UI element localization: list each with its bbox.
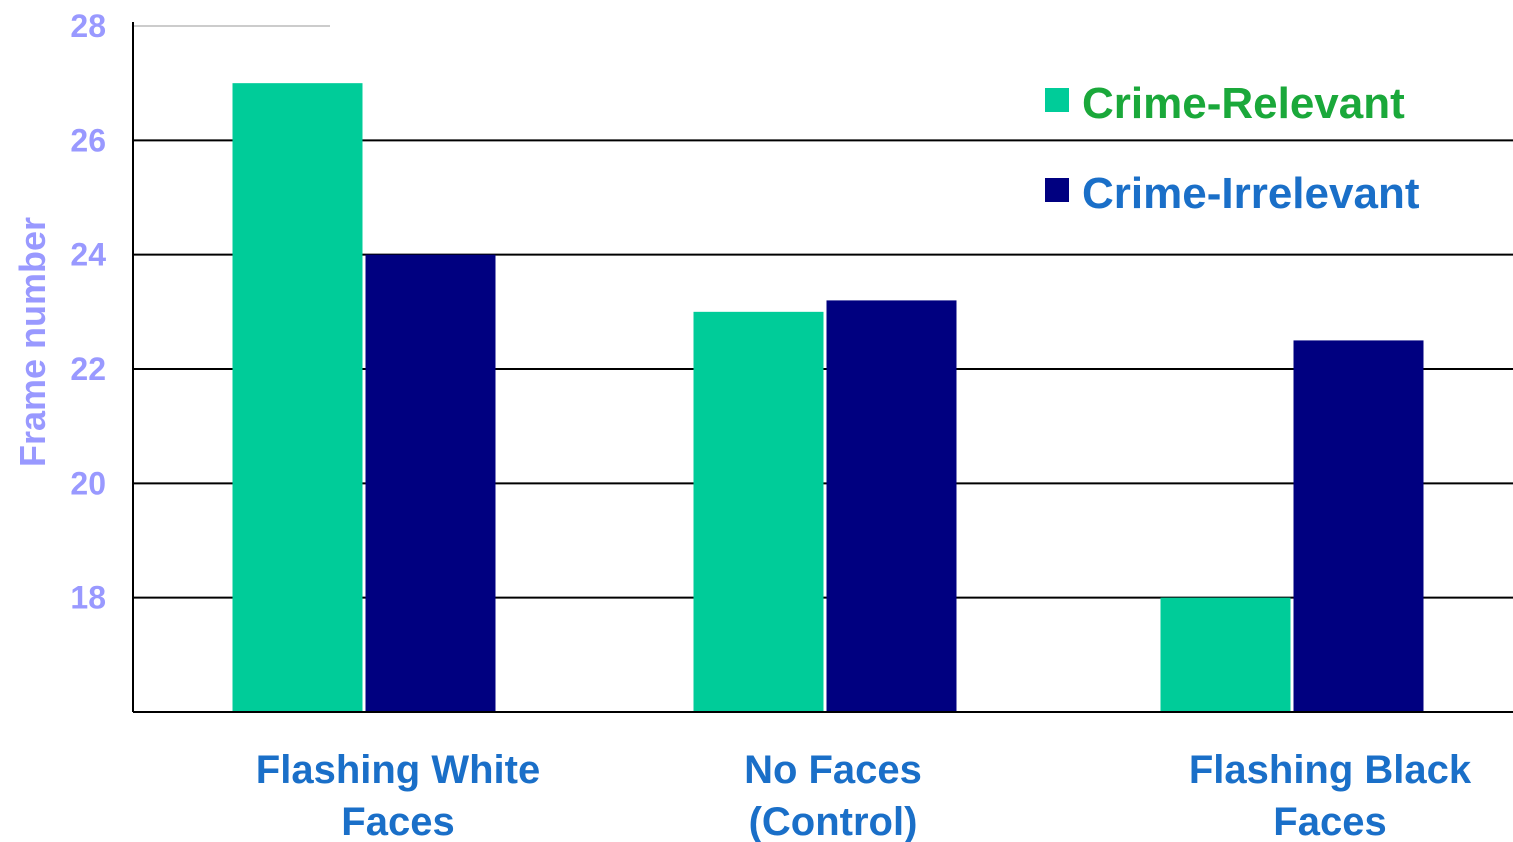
- y-tick-label: 18: [70, 580, 106, 616]
- category-label: No Faces: [744, 748, 922, 792]
- bar-crime-irrelevant-0: [365, 254, 496, 712]
- y-tick-label: 20: [70, 465, 106, 501]
- legend-swatch: [1045, 88, 1069, 112]
- y-tick-label: 28: [70, 8, 106, 44]
- category-label: Flashing Black: [1189, 748, 1472, 792]
- category-labels: Flashing White Faces No Faces (Control) Flas…: [256, 748, 1472, 842]
- bars: [232, 83, 1424, 712]
- legend-label: Crime-Relevant: [1082, 79, 1405, 128]
- category-label: Faces: [1273, 800, 1386, 842]
- y-tick-labels: 18 20 22 24 26 28: [70, 8, 106, 616]
- y-tick-label: 22: [70, 351, 106, 387]
- legend-swatch: [1045, 178, 1069, 202]
- y-axis-label: Frame number: [12, 217, 53, 467]
- bar-crime-irrelevant-2: [1293, 340, 1424, 712]
- legend: Crime-Relevant Crime-Irrelevant: [1045, 79, 1420, 218]
- bar-crime-relevant-0: [232, 83, 363, 712]
- bar-crime-irrelevant-1: [826, 300, 957, 712]
- y-tick-label: 24: [70, 237, 106, 273]
- y-tick-label: 26: [70, 122, 106, 158]
- axes: [132, 22, 1513, 713]
- bar-crime-relevant-2: [1160, 597, 1291, 712]
- category-label: Faces: [341, 800, 454, 842]
- bar-crime-relevant-1: [693, 311, 824, 712]
- legend-label: Crime-Irrelevant: [1082, 169, 1420, 218]
- category-label: Flashing White: [256, 748, 540, 792]
- category-label: (Control): [749, 800, 918, 842]
